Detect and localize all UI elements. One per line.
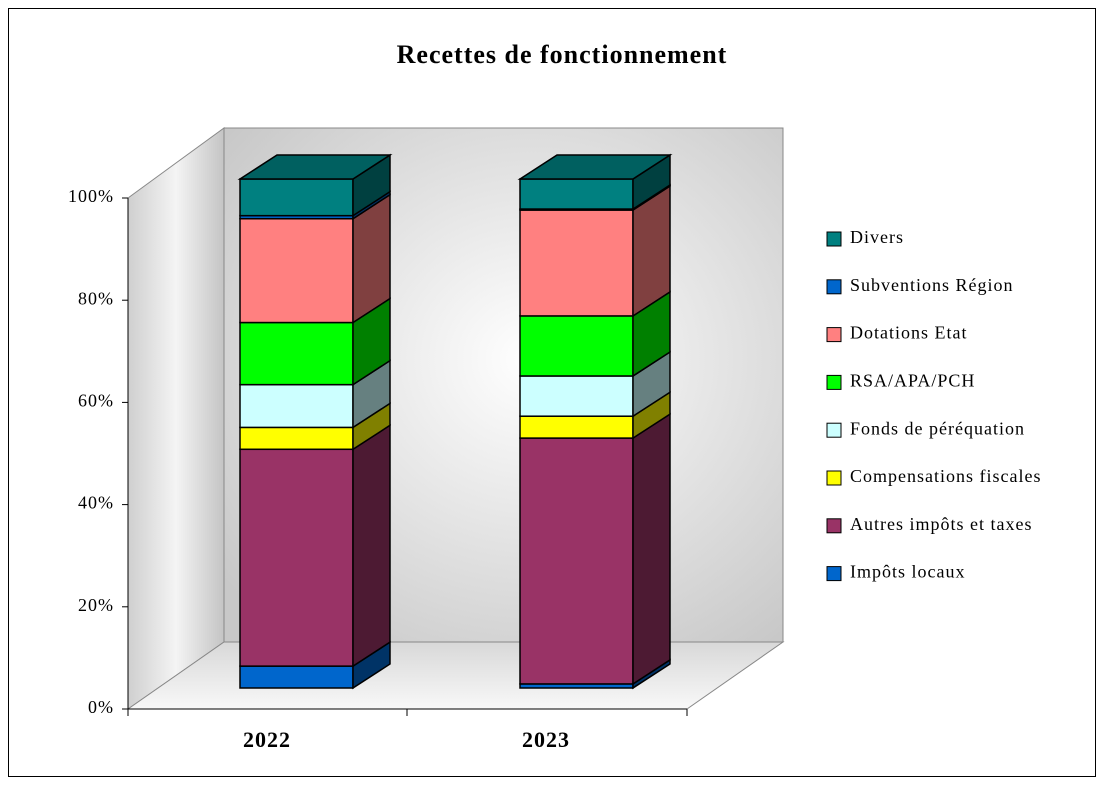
bar-front [519, 437, 634, 685]
bar-front [519, 375, 634, 417]
bar-front [239, 321, 354, 386]
legend-label: Impôts locaux [850, 562, 965, 582]
legend-swatch [826, 518, 842, 534]
bar-front [519, 315, 634, 377]
legend-label: Fonds de péréquation [850, 418, 1025, 438]
legend-label: Compensations fiscales [850, 466, 1041, 486]
legend-label: Subventions Région [850, 275, 1014, 295]
side-wall [127, 127, 225, 710]
legend-swatch [826, 374, 842, 390]
bar-front [519, 415, 634, 439]
y-tick-label: 40% [78, 493, 114, 513]
bar-front [239, 448, 354, 667]
y-tick-label: 20% [78, 595, 114, 615]
y-tick-label: 0% [88, 697, 114, 717]
chart-frame [8, 8, 1096, 777]
y-tick-label: 100% [68, 186, 114, 206]
bar-top [517, 154, 673, 180]
legend-swatch [826, 231, 842, 247]
legend-swatch [826, 566, 842, 582]
legend-label: Divers [850, 227, 904, 247]
bar-front [519, 178, 634, 210]
legend-label: RSA/APA/PCH [850, 371, 975, 391]
bar-front [239, 217, 354, 324]
bar-front [239, 426, 354, 451]
y-tick-label: 60% [78, 391, 114, 411]
bar-front [239, 178, 354, 217]
floor [126, 641, 785, 710]
bar-front [239, 665, 354, 689]
bar-front [239, 383, 354, 429]
chart-title: Recettes de fonctionnement [397, 40, 728, 69]
legend-label: Autres impôts et taxes [850, 514, 1032, 534]
x-tick-label: 2022 [243, 727, 291, 752]
bar-side [352, 423, 391, 668]
legend-swatch [826, 279, 842, 295]
x-tick-label: 2023 [522, 727, 570, 752]
legend-swatch [826, 422, 842, 438]
legend-label: Dotations Etat [850, 323, 967, 343]
bar-side [632, 412, 671, 686]
legend-swatch [826, 470, 842, 486]
bar-top [237, 154, 393, 180]
y-tick-label: 80% [78, 288, 114, 308]
legend-swatch [826, 327, 842, 343]
bar-front [519, 209, 634, 317]
